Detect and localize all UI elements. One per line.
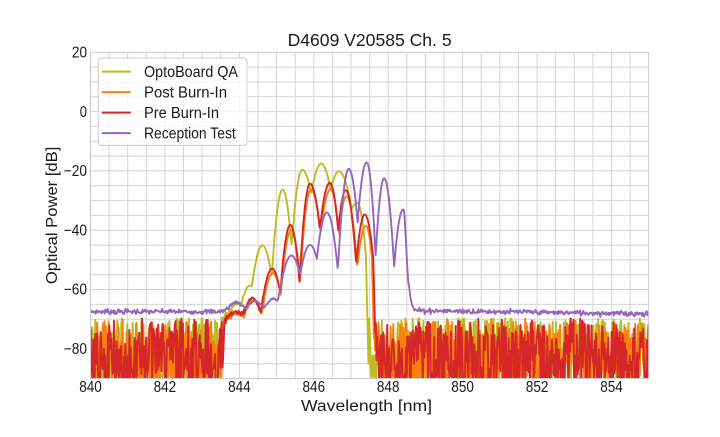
svg-text:0: 0	[80, 104, 87, 121]
svg-text:846: 846	[303, 379, 326, 396]
svg-text:D4609 V20585 Ch. 5: D4609 V20585 Ch. 5	[288, 30, 452, 50]
svg-text:Wavelength [nm]: Wavelength [nm]	[301, 398, 432, 415]
svg-text:Reception Test: Reception Test	[144, 126, 236, 143]
svg-text:20: 20	[72, 45, 87, 62]
svg-text:OptoBoard QA: OptoBoard QA	[144, 64, 239, 81]
svg-text:842: 842	[154, 379, 177, 396]
svg-text:848: 848	[377, 379, 400, 396]
svg-text:854: 854	[600, 379, 623, 396]
svg-text:Post Burn-In: Post Burn-In	[144, 85, 227, 102]
svg-text:840: 840	[79, 379, 102, 396]
svg-text:−40: −40	[64, 222, 87, 239]
svg-text:Optical Power [dB]: Optical Power [dB]	[44, 147, 61, 285]
svg-text:−20: −20	[64, 163, 87, 180]
svg-text:Pre Burn-In: Pre Burn-In	[144, 105, 219, 122]
svg-text:852: 852	[526, 379, 549, 396]
svg-text:850: 850	[451, 379, 474, 396]
svg-text:−80: −80	[64, 341, 87, 358]
svg-text:844: 844	[228, 379, 251, 396]
svg-text:−60: −60	[64, 282, 87, 299]
